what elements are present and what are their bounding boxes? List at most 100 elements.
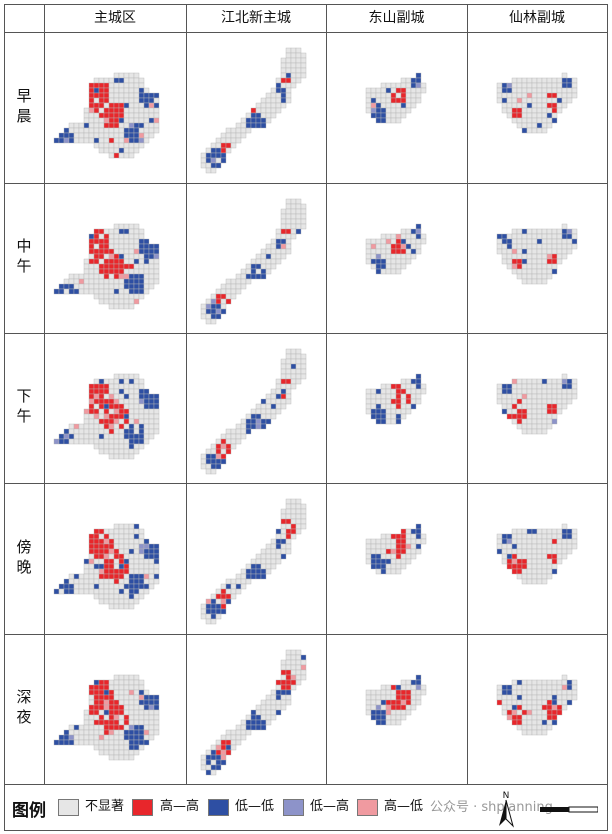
grid-cell	[78, 578, 85, 585]
grid-cell	[395, 258, 402, 265]
grid-cell	[405, 553, 412, 560]
grid-cell	[516, 684, 523, 691]
legend-label-low-high: 低—高	[310, 799, 350, 814]
grid-cell	[225, 283, 232, 290]
grid-cell	[113, 248, 120, 255]
grid-cell	[285, 77, 292, 84]
grid-cell	[255, 253, 262, 260]
grid-cell	[265, 699, 272, 706]
grid-cell	[375, 553, 382, 560]
grid-cell	[546, 689, 553, 696]
grid-cell	[83, 558, 90, 565]
grid-cell	[275, 253, 282, 260]
grid-cell	[138, 263, 145, 270]
grid-cell	[133, 423, 140, 430]
grid-cell	[285, 664, 292, 671]
grid-cell	[58, 583, 65, 590]
grid-cell	[290, 368, 297, 375]
grid-cell	[566, 684, 573, 691]
grid-cell	[546, 393, 553, 400]
grid-cell	[143, 433, 150, 440]
grid-cell	[566, 77, 573, 84]
grid-cell	[265, 553, 272, 560]
grid-cell	[118, 734, 125, 741]
grid-cell	[375, 714, 382, 721]
grid-cell	[551, 418, 558, 425]
grid-cell	[390, 102, 397, 109]
grid-cell	[285, 198, 292, 205]
grid-cell	[541, 694, 548, 701]
grid-cell	[225, 433, 232, 440]
grid-cell	[138, 679, 145, 686]
grid-cell	[290, 533, 297, 540]
grid-cell	[571, 533, 578, 540]
grid-cell	[290, 213, 297, 220]
grid-cell	[128, 553, 135, 560]
grid-cell	[531, 82, 538, 89]
scale-bar-segment-dark	[540, 807, 569, 812]
grid-cell	[245, 568, 252, 575]
grid-cell	[300, 518, 307, 525]
grid-cell	[365, 548, 372, 555]
grid-cell	[551, 238, 558, 245]
grid-cell	[153, 112, 160, 119]
grid-cell	[260, 573, 267, 580]
grid-cell	[210, 167, 217, 174]
grid-cell	[385, 709, 392, 716]
grid-cell	[98, 418, 105, 425]
grid-cell	[128, 568, 135, 575]
grid-cell	[138, 253, 145, 260]
grid-cell	[546, 383, 553, 390]
grid-cell	[98, 744, 105, 751]
grid-cell	[546, 87, 553, 94]
grid-cell	[551, 228, 558, 235]
grid-cell	[420, 538, 427, 545]
grid-cell	[98, 719, 105, 726]
grid-cell	[290, 508, 297, 515]
grid-cell	[103, 744, 110, 751]
grid-cell	[400, 228, 407, 235]
grid-cell	[260, 423, 267, 430]
grid-cell	[571, 228, 578, 235]
grid-cell	[78, 739, 85, 746]
grid-cell	[400, 699, 407, 706]
grid-cell	[280, 659, 287, 666]
grid-cell	[290, 513, 297, 520]
grid-cell	[395, 117, 402, 124]
grid-cell	[390, 253, 397, 260]
grid-cell	[250, 268, 257, 275]
grid-cell	[143, 563, 150, 570]
grid-cell	[118, 142, 125, 149]
grid-cell	[68, 724, 75, 731]
grid-cell	[380, 699, 387, 706]
grid-cell	[118, 403, 125, 410]
grid-cell	[118, 238, 125, 245]
grid-cell	[546, 528, 553, 535]
grid-cell	[133, 112, 140, 119]
grid-cell	[521, 258, 528, 265]
grid-cell	[506, 533, 513, 540]
grid-cell	[556, 533, 563, 540]
grid-cell	[88, 538, 95, 545]
grid-cell	[501, 408, 508, 415]
grid-cell	[501, 82, 508, 89]
grid-cell	[153, 408, 160, 415]
grid-cell	[88, 238, 95, 245]
grid-cell	[88, 408, 95, 415]
grid-cell	[551, 383, 558, 390]
grid-cell	[138, 117, 145, 124]
grid-cell	[551, 528, 558, 535]
grid-cell	[220, 759, 227, 766]
grid-cell	[113, 117, 120, 124]
grid-cell	[108, 388, 115, 395]
grid-line-header	[4, 32, 608, 33]
grid-cell	[88, 724, 95, 731]
grid-cell	[260, 273, 267, 280]
grid-cell	[285, 669, 292, 676]
grid-cell	[225, 443, 232, 450]
grid-cell	[118, 127, 125, 134]
grid-cell	[143, 137, 150, 144]
grid-cell	[138, 142, 145, 149]
grid-cell	[521, 528, 528, 535]
grid-cell	[133, 393, 140, 400]
